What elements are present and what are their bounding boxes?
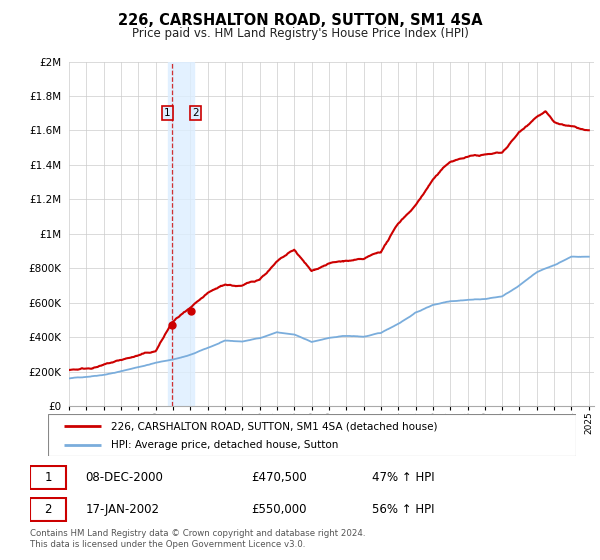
Text: 1: 1 <box>164 108 170 118</box>
Text: HPI: Average price, detached house, Sutton: HPI: Average price, detached house, Sutt… <box>112 441 339 450</box>
Text: £550,000: £550,000 <box>251 503 307 516</box>
Text: 56% ↑ HPI: 56% ↑ HPI <box>372 503 435 516</box>
Text: 1: 1 <box>44 471 52 484</box>
FancyBboxPatch shape <box>48 414 576 456</box>
FancyBboxPatch shape <box>30 466 66 489</box>
FancyBboxPatch shape <box>30 498 66 521</box>
Text: 226, CARSHALTON ROAD, SUTTON, SM1 4SA: 226, CARSHALTON ROAD, SUTTON, SM1 4SA <box>118 13 482 29</box>
Text: 226, CARSHALTON ROAD, SUTTON, SM1 4SA (detached house): 226, CARSHALTON ROAD, SUTTON, SM1 4SA (d… <box>112 421 438 431</box>
Text: 08-DEC-2000: 08-DEC-2000 <box>85 471 163 484</box>
Text: 2: 2 <box>192 108 199 118</box>
Text: £470,500: £470,500 <box>251 471 307 484</box>
Text: 47% ↑ HPI: 47% ↑ HPI <box>372 471 435 484</box>
Text: 17-JAN-2002: 17-JAN-2002 <box>85 503 159 516</box>
Text: 2: 2 <box>44 503 52 516</box>
Text: Contains HM Land Registry data © Crown copyright and database right 2024.
This d: Contains HM Land Registry data © Crown c… <box>30 529 365 549</box>
Bar <box>168 62 194 406</box>
Text: Price paid vs. HM Land Registry's House Price Index (HPI): Price paid vs. HM Land Registry's House … <box>131 27 469 40</box>
